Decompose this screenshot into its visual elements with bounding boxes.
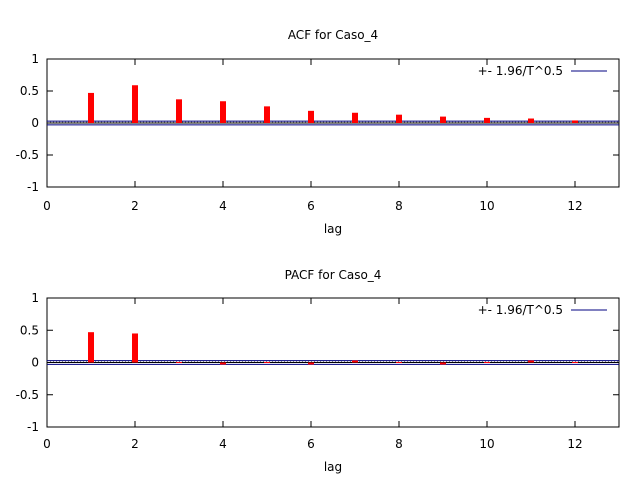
bar (440, 116, 446, 123)
x-tick-label: 2 (131, 199, 139, 213)
chart-title: PACF for Caso_4 (285, 268, 382, 282)
bar (88, 92, 94, 123)
acf-panel: ACF for Caso_4 1 0.5 0 -0.5 -1 0 2 4 6 8 10 12 lag +- … (16, 28, 620, 236)
x-tick-label: 2 (131, 437, 139, 451)
y-tick-label: 1 (31, 52, 39, 66)
y-tick-label: 0 (31, 356, 39, 370)
bar (352, 360, 358, 363)
x-tick-label: 6 (307, 199, 315, 213)
bar (220, 101, 226, 123)
bar (572, 362, 578, 363)
legend-label: +- 1.96/T^0.5 (478, 303, 563, 317)
y-tick-label: -0.5 (16, 388, 39, 402)
bar (308, 110, 314, 123)
y-tick-label: 0.5 (20, 323, 39, 337)
y-tick-label: -0.5 (16, 148, 39, 162)
bar (528, 118, 534, 123)
x-tick-label: 4 (219, 199, 227, 213)
x-tick-label: 10 (479, 199, 494, 213)
x-tick-label: 12 (567, 199, 582, 213)
pacf-panel: PACF for Caso_4 1 0.5 0 -0.5 -1 0 2 4 6 8 10 12 lag +-… (16, 268, 620, 474)
bar (528, 360, 534, 363)
chart-title: ACF for Caso_4 (288, 28, 378, 42)
bar (176, 362, 182, 363)
bar (572, 120, 578, 123)
bar (396, 114, 402, 123)
x-axis-label: lag (324, 222, 342, 236)
bar (396, 362, 402, 363)
x-axis-label: lag (324, 460, 342, 474)
bar (220, 362, 226, 365)
x-tick-label: 10 (479, 437, 494, 451)
bar (132, 85, 138, 123)
x-tick-label: 0 (43, 199, 51, 213)
bar (176, 99, 182, 123)
y-tick-label: -1 (27, 420, 39, 434)
bar (484, 117, 490, 123)
y-tick-label: 0.5 (20, 84, 39, 98)
x-tick-label: 12 (567, 437, 582, 451)
x-tick-label: 0 (43, 437, 51, 451)
bar (308, 362, 314, 365)
bar (484, 362, 490, 363)
bar (352, 112, 358, 123)
x-tick-label: 8 (395, 199, 403, 213)
legend-label: +- 1.96/T^0.5 (478, 64, 563, 78)
x-tick-label: 6 (307, 437, 315, 451)
y-tick-label: -1 (27, 180, 39, 194)
bar (132, 333, 138, 363)
bar (264, 362, 270, 363)
bar (440, 362, 446, 365)
x-tick-label: 4 (219, 437, 227, 451)
x-tick-label: 8 (395, 437, 403, 451)
bar (264, 106, 270, 123)
y-tick-label: 0 (31, 116, 39, 130)
bar (88, 332, 94, 363)
y-tick-label: 1 (31, 291, 39, 305)
